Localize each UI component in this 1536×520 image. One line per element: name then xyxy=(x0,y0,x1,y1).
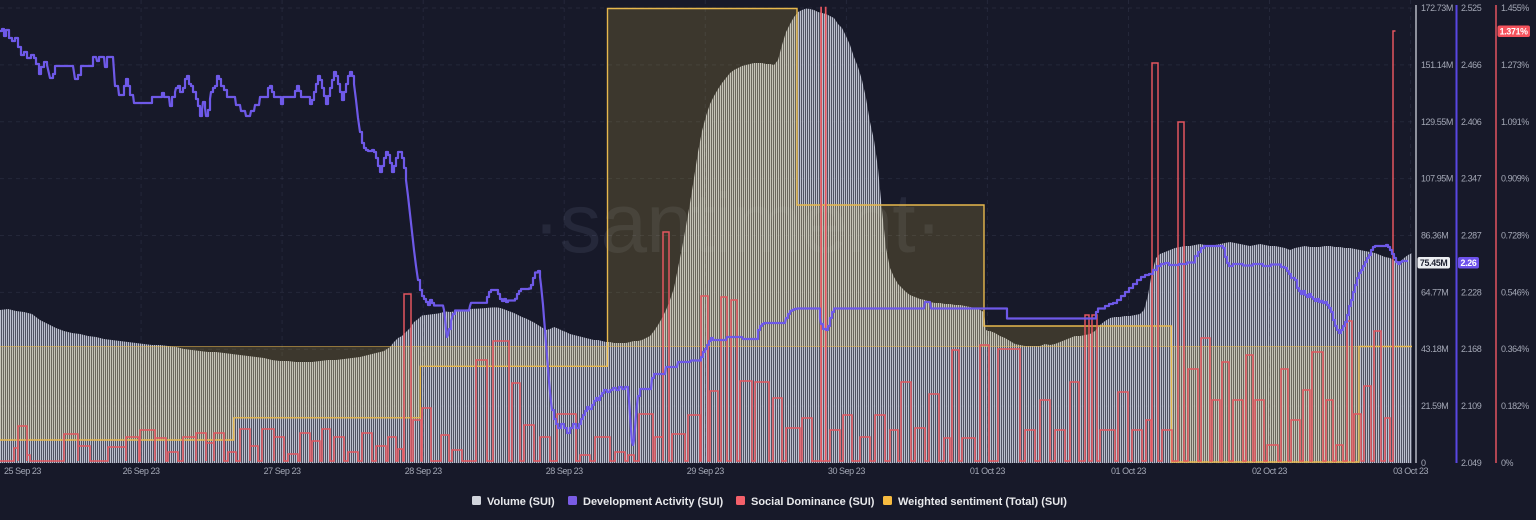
svg-text:0.364%: 0.364% xyxy=(1501,344,1529,354)
svg-text:2.168: 2.168 xyxy=(1461,344,1482,354)
svg-text:64.77M: 64.77M xyxy=(1421,287,1448,297)
svg-text:2.26: 2.26 xyxy=(1461,258,1477,268)
svg-text:26 Sep 23: 26 Sep 23 xyxy=(123,466,160,476)
svg-text:2.228: 2.228 xyxy=(1461,287,1482,297)
svg-text:30 Sep 23: 30 Sep 23 xyxy=(828,466,865,476)
svg-text:0.909%: 0.909% xyxy=(1501,174,1529,184)
svg-text:03 Oct 23: 03 Oct 23 xyxy=(1393,466,1428,476)
svg-text:29 Sep 23: 29 Sep 23 xyxy=(687,466,724,476)
svg-text:02 Oct 23: 02 Oct 23 xyxy=(1252,466,1287,476)
svg-text:2.406: 2.406 xyxy=(1461,117,1482,127)
svg-text:1.371%: 1.371% xyxy=(1500,26,1529,36)
svg-text:2.466: 2.466 xyxy=(1461,60,1482,70)
svg-text:0.546%: 0.546% xyxy=(1501,287,1529,297)
svg-text:28 Sep 23: 28 Sep 23 xyxy=(405,466,442,476)
svg-text:2.049: 2.049 xyxy=(1461,458,1482,468)
svg-text:25 Sep 23: 25 Sep 23 xyxy=(4,466,41,476)
svg-text:2.347: 2.347 xyxy=(1461,174,1482,184)
svg-text:43.18M: 43.18M xyxy=(1421,344,1448,354)
svg-text:75.45M: 75.45M xyxy=(1420,258,1448,268)
svg-text:2.109: 2.109 xyxy=(1461,401,1482,411)
svg-text:2.525: 2.525 xyxy=(1461,3,1482,13)
svg-text:129.55M: 129.55M xyxy=(1421,117,1453,127)
svg-text:1.455%: 1.455% xyxy=(1501,3,1529,13)
svg-text:0: 0 xyxy=(1421,458,1426,468)
svg-text:01 Oct 23: 01 Oct 23 xyxy=(970,466,1005,476)
svg-text:151.14M: 151.14M xyxy=(1421,60,1453,70)
svg-text:1.091%: 1.091% xyxy=(1501,117,1529,127)
svg-text:107.95M: 107.95M xyxy=(1421,174,1453,184)
svg-text:0.728%: 0.728% xyxy=(1501,231,1529,241)
svg-text:0%: 0% xyxy=(1501,458,1514,468)
svg-text:172.73M: 172.73M xyxy=(1421,3,1453,13)
svg-text:27 Sep 23: 27 Sep 23 xyxy=(264,466,301,476)
svg-text:Weighted sentiment (Total) (SU: Weighted sentiment (Total) (SUI) xyxy=(898,496,1067,508)
svg-text:21.59M: 21.59M xyxy=(1421,401,1448,411)
svg-text:86.36M: 86.36M xyxy=(1421,231,1448,241)
svg-text:28 Sep 23: 28 Sep 23 xyxy=(546,466,583,476)
svg-text:0.182%: 0.182% xyxy=(1501,401,1529,411)
svg-text:01 Oct 23: 01 Oct 23 xyxy=(1111,466,1146,476)
svg-text:Social Dominance (SUI): Social Dominance (SUI) xyxy=(751,496,875,508)
svg-text:1.273%: 1.273% xyxy=(1501,60,1529,70)
svg-text:Volume (SUI): Volume (SUI) xyxy=(487,496,555,508)
svg-text:Development Activity (SUI): Development Activity (SUI) xyxy=(583,496,724,508)
svg-text:2.287: 2.287 xyxy=(1461,231,1482,241)
